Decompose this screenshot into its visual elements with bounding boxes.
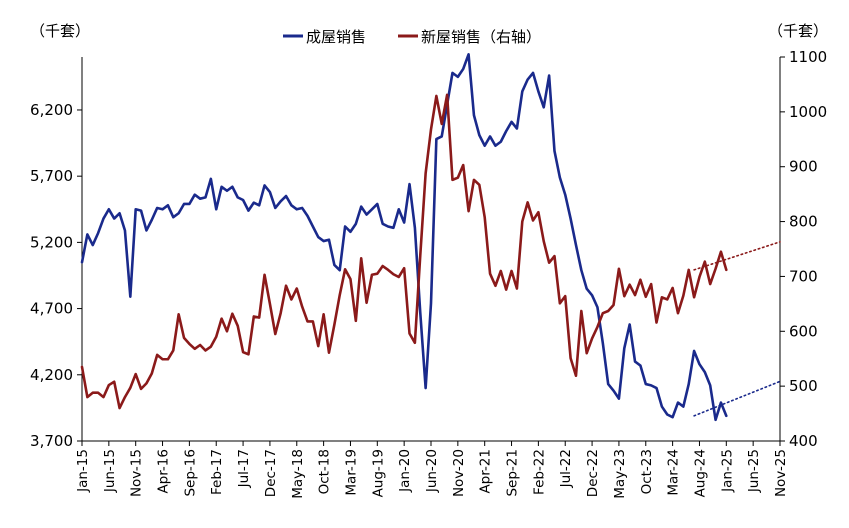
series-projection-2 [693, 380, 781, 417]
right-tick-label: 400 [789, 432, 818, 450]
left-tick-label: 4,700 [30, 300, 73, 318]
x-tick-label: Nov-15 [129, 449, 145, 497]
x-tick-label: Nov-20 [451, 449, 467, 497]
x-tick-label: Apr-16 [156, 449, 172, 494]
legend: 成屋销售 新屋销售（右轴） [283, 28, 541, 46]
x-tick-label: Apr-21 [478, 449, 494, 494]
x-tick-label: Jun-15 [102, 449, 118, 493]
series-line-0 [80, 53, 728, 422]
x-tick-label: Dec-22 [585, 449, 601, 497]
series-lines [80, 53, 781, 422]
axes [81, 57, 781, 442]
x-tick-label: Nov-25 [773, 449, 789, 497]
x-tick-label: Sep-21 [505, 449, 521, 497]
x-tick-label: Sep-16 [182, 449, 198, 497]
left-tick-label: 6,200 [30, 101, 73, 119]
x-tick-label: Feb-17 [209, 449, 225, 495]
x-tick-label: Feb-22 [531, 449, 547, 495]
x-tick-label: Jan-15 [75, 449, 91, 493]
right-tick-label: 1100 [789, 48, 827, 66]
x-tick-label: Dec-17 [263, 449, 279, 497]
x-tick-label: Oct-23 [639, 449, 655, 494]
left-tick-label: 5,200 [30, 233, 73, 251]
left-tick-label: 3,700 [30, 432, 73, 450]
right-tick-label: 1000 [789, 103, 827, 121]
right-tick-label: 700 [789, 267, 818, 285]
x-tick-label: Jan-25 [719, 449, 735, 493]
x-tick-label: Jul-22 [558, 449, 574, 488]
x-tick-label: Mar-19 [343, 449, 359, 496]
x-tick-label: Aug-19 [370, 449, 386, 497]
x-tick-label: May-18 [290, 449, 306, 499]
right-axis-unit: （千套） [768, 22, 828, 40]
right-tick-label: 900 [789, 158, 818, 176]
right-axis-ticks: 400 500 600 700 800 900 1000 1100 [780, 48, 827, 450]
x-tick-label: Jun-20 [424, 449, 440, 493]
x-tick-label: Jul-17 [236, 449, 252, 488]
left-tick-label: 5,700 [30, 167, 73, 185]
x-tick-label: Aug-24 [692, 449, 708, 497]
x-tick-label: Mar-24 [666, 449, 682, 496]
x-tick-label: Jun-25 [746, 449, 762, 493]
series-projection-3 [693, 241, 781, 271]
x-tick-label: Oct-18 [317, 449, 333, 494]
left-tick-label: 4,200 [30, 366, 73, 384]
left-axis-unit: （千套） [30, 22, 90, 40]
x-tick-label: Jan-20 [397, 449, 413, 493]
right-tick-label: 600 [789, 322, 818, 340]
legend-label-existing: 成屋销售 [306, 28, 366, 46]
right-tick-label: 800 [789, 213, 818, 231]
series-line-1 [80, 93, 728, 410]
x-tick-label: May-23 [612, 449, 628, 499]
right-tick-label: 500 [789, 377, 818, 395]
x-axis-ticks: Jan-15 Jun-15 Nov-15 Apr-16 Sep-16 Feb-17 Jul-… [75, 441, 789, 499]
legend-label-new: 新屋销售（右轴） [421, 28, 541, 46]
left-axis-ticks: 3,700 4,200 4,700 5,200 5,700 6,200 [30, 101, 82, 450]
